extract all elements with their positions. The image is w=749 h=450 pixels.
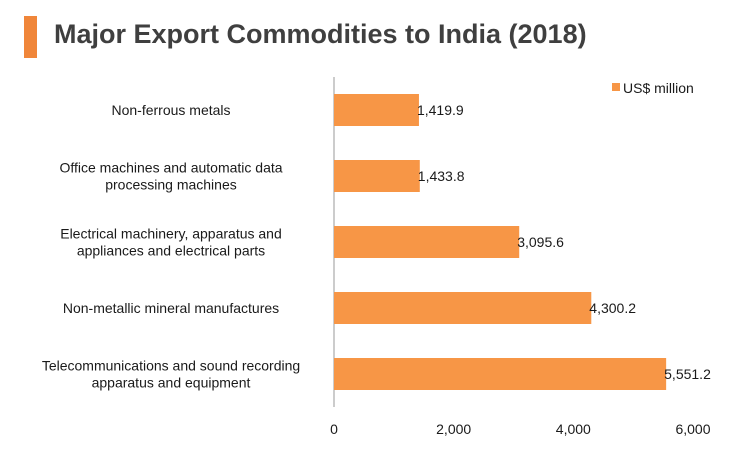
bar: [334, 358, 667, 390]
bar: [334, 226, 520, 258]
data-label: 3,095.6: [517, 234, 564, 250]
category-label: Office machines and automatic data proces…: [59, 160, 282, 193]
x-tick-label: 0: [330, 421, 338, 437]
x-tick-label: 6,000: [675, 421, 710, 437]
data-label: 5,551.2: [664, 366, 711, 382]
value-labels: 1,419.9 1,433.8 3,095.6 4,300.2 5,551.2: [417, 102, 711, 382]
bars: [334, 94, 667, 390]
category-labels: Non-ferrous metals Office machines and au…: [42, 102, 300, 391]
bar: [334, 94, 419, 126]
data-label: 1,419.9: [417, 102, 464, 118]
legend-swatch: [612, 83, 620, 91]
x-tick-label: 2,000: [436, 421, 471, 437]
chart-title: Major Export Commodities to India (2018): [54, 19, 587, 49]
legend-label: US$ million: [623, 80, 694, 96]
title-accent-bar: [24, 16, 37, 58]
legend: US$ million: [612, 80, 694, 96]
data-label: 4,300.2: [589, 300, 636, 316]
category-label: Non-ferrous metals: [111, 102, 230, 118]
data-label: 1,433.8: [418, 168, 465, 184]
category-label: Electrical machinery, apparatus and appli…: [60, 226, 282, 259]
bar: [334, 292, 592, 324]
x-tick-label: 4,000: [556, 421, 591, 437]
category-label: Non-metallic mineral manufactures: [63, 300, 279, 316]
x-axis-ticks: 0 2,000 4,000 6,000: [330, 421, 711, 437]
bar: [334, 160, 420, 192]
category-label: Telecommunications and sound recording ap…: [42, 358, 300, 391]
